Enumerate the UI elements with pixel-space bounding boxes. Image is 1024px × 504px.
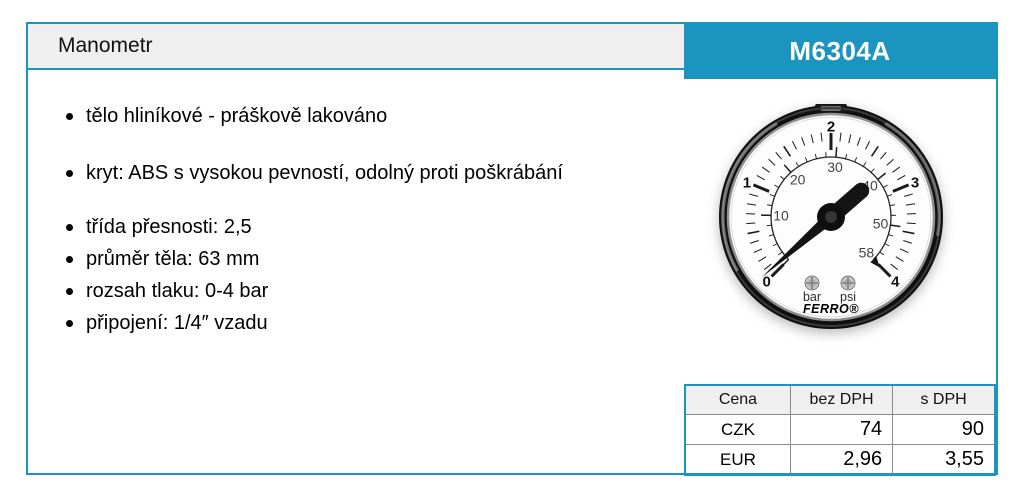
svg-text:20: 20 [790, 172, 806, 188]
feature-text: třída přesnosti: 2,5 [86, 215, 252, 238]
unit-label-psi: psi [840, 290, 856, 304]
screw-icon [840, 275, 856, 291]
feature-text: průměr těla: 63 mm [86, 247, 260, 270]
brand-logo: FERRO® [803, 302, 859, 316]
psi-scale-arc [770, 156, 892, 260]
product-image: 0 1 2 3 4 10 20 30 40 50 58 bar psi FERRO® [711, 103, 951, 333]
price-col-s-dph: s DPH [892, 384, 996, 415]
svg-text:4: 4 [891, 274, 900, 291]
card-header: Manometr [28, 24, 684, 70]
feature-item: průměr těla: 63 mm [66, 243, 563, 275]
needle-hub-center [825, 211, 837, 223]
feature-list: tělo hliníkové - práškově lakováno kryt:… [66, 100, 563, 339]
gross-price-cell: 90 [892, 414, 996, 445]
bullet-icon [66, 255, 73, 263]
price-table: Cena bez DPH s DPH CZK 74 90 EUR 2,96 3,… [684, 384, 996, 476]
bullet-icon [66, 287, 73, 295]
price-table-header-row: Cena bez DPH s DPH [684, 384, 996, 415]
feature-item: kryt: ABS s vysokou pevností, odolný pro… [66, 157, 563, 189]
screw-icon [804, 275, 820, 291]
gross-price-cell: 3,55 [892, 444, 996, 476]
product-code-badge: M6304A [684, 24, 996, 79]
currency-cell: EUR [684, 444, 791, 476]
gauge-highlight [884, 122, 941, 237]
gauge-bezel-ring [721, 107, 941, 327]
product-title: Manometr [58, 34, 153, 57]
svg-text:50: 50 [873, 216, 889, 232]
feature-item: třída přesnosti: 2,5 [66, 211, 563, 243]
svg-text:1: 1 [743, 174, 751, 191]
svg-text:58: 58 [859, 244, 875, 260]
bullet-icon [66, 112, 73, 120]
gauge-highlight [721, 122, 778, 272]
gauge-needle [761, 212, 835, 278]
feature-text: tělo hliníkové - práškově lakováno [86, 104, 388, 127]
net-price-cell: 74 [789, 414, 894, 445]
product-code: M6304A [789, 36, 891, 66]
bullet-icon [66, 319, 73, 327]
bullet-icon [66, 223, 73, 231]
bullet-icon [66, 169, 73, 177]
feature-item: rozsah tlaku: 0-4 bar [66, 275, 563, 307]
svg-text:2: 2 [827, 118, 835, 135]
net-price-cell: 2,96 [789, 444, 894, 476]
svg-text:0: 0 [762, 274, 770, 291]
price-row-czk: CZK 74 90 [684, 414, 996, 445]
unit-label-bar: bar [803, 290, 821, 304]
feature-text: kryt: ABS s vysokou pevností, odolný pro… [86, 161, 563, 184]
price-col-bez-dph: bez DPH [789, 384, 894, 415]
svg-text:3: 3 [911, 174, 919, 191]
product-card: Manometr M6304A tělo hliníkové - práškov… [26, 22, 998, 476]
feature-item: tělo hliníkové - práškově lakováno [66, 100, 563, 132]
currency-cell: CZK [684, 414, 791, 445]
feature-text: připojení: 1/4″ vzadu [86, 311, 268, 334]
price-col-cena: Cena [684, 384, 791, 415]
feature-text: rozsah tlaku: 0-4 bar [86, 279, 269, 302]
svg-text:30: 30 [827, 159, 843, 175]
svg-text:10: 10 [773, 208, 789, 224]
price-row-eur: EUR 2,96 3,55 [684, 444, 996, 476]
feature-item: připojení: 1/4″ vzadu [66, 307, 563, 339]
